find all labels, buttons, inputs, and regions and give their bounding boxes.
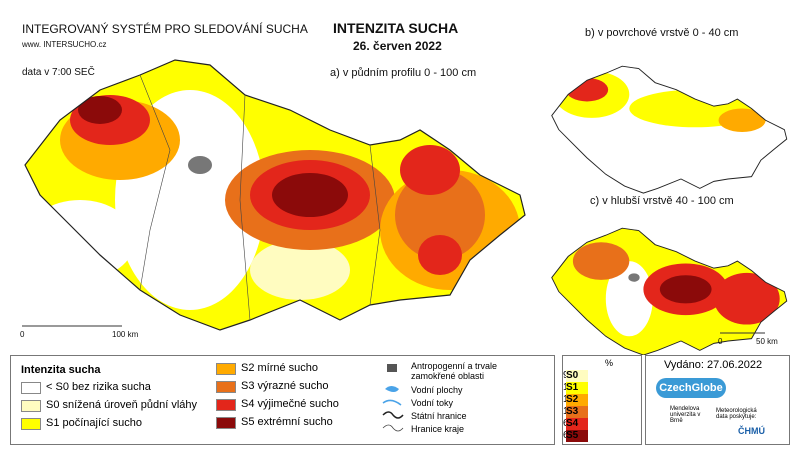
map-label: a) v půdním profilu 0 - 100 cm: [330, 67, 477, 79]
legend-swatch: [216, 399, 236, 411]
date: 26. červen 2022: [353, 39, 442, 53]
header-title: INTEGROVANÝ SYSTÉM PRO SLEDOVÁNÍ SUCHA: [22, 22, 308, 36]
legend-label: S4 výjimečné sucho: [241, 398, 339, 410]
map-b: [551, 65, 788, 194]
logo-chmu: ČHMÚ: [738, 426, 765, 436]
stats-class-label: S4: [566, 418, 579, 429]
legend-title: Intenzita sucha: [21, 364, 101, 376]
stats-box: % S09.0S116.1S217.6S317.5S46.9S56.9: [562, 355, 642, 445]
map-label: c) v hlubší vrstvě 40 - 100 cm: [590, 195, 734, 207]
stats-header: %: [605, 358, 614, 368]
main-title: INTENZITA SUCHA: [333, 20, 459, 36]
map-a: [22, 59, 526, 331]
stats-class: S4: [566, 418, 588, 430]
info-box: Vydáno: 27.06.2022 CzechGlobe Mendelova …: [645, 355, 790, 445]
map-c: [551, 227, 788, 355]
stats-row: S46.9: [563, 418, 638, 430]
legend-swatch: [216, 417, 236, 429]
stats-class-label: S5: [566, 430, 579, 441]
legend-swatch: [21, 418, 41, 430]
legend-label: S1 počínající sucho: [46, 417, 143, 429]
legend-label: < S0 bez rizika sucha: [46, 381, 151, 393]
legend-swatch: [216, 381, 236, 393]
legend-label: S3 výrazné sucho: [241, 380, 329, 392]
logo-czechglobe: CzechGlobe: [656, 378, 726, 398]
symbol-icons: [382, 364, 404, 432]
stats-row: S116.1: [563, 382, 638, 394]
stats-class-label: S3: [566, 406, 579, 417]
stats-row: S09.0: [563, 370, 638, 382]
symbol-label: Vodní toky: [411, 398, 454, 408]
website: www. INTERSUCHO.cz: [22, 40, 107, 49]
stats-class: S1: [566, 382, 588, 394]
symbol-label: Vodní plochy: [411, 385, 463, 395]
stats-row: S217.6: [563, 394, 638, 406]
scale-label: 50 km: [756, 337, 778, 346]
stats-class: S2: [566, 394, 588, 406]
stats-class: S5: [566, 430, 588, 442]
scale-label: 100 km: [112, 330, 139, 339]
logo-meteo: Meteorologická data poskytuje:: [716, 408, 757, 420]
data-time: data v 7:00 SEČ: [22, 67, 95, 78]
legend-swatch: [21, 400, 41, 412]
legend-box: Intenzita sucha < S0 bez rizika sucha S0 …: [10, 355, 555, 445]
scale-label: 0: [718, 337, 723, 346]
legend-label: S5 extrémní sucho: [241, 416, 333, 428]
symbol-label: Státní hranice: [411, 411, 467, 421]
legend-swatch: [216, 363, 236, 375]
map-label: b) v povrchové vrstvě 0 - 40 cm: [585, 27, 739, 39]
scale-label: 0: [20, 330, 25, 339]
logo-mendelu: Mendelova univerzita v Brně: [670, 406, 701, 424]
stats-row: S56.9: [563, 430, 638, 442]
stats-class: S0: [566, 370, 588, 382]
stats-class: S3: [566, 406, 588, 418]
issued: Vydáno: 27.06.2022: [664, 359, 763, 371]
legend-label: S0 snížená úroveň půdní vláhy: [46, 399, 198, 411]
stats-class-label: S2: [566, 394, 579, 405]
symbol-label: Hranice kraje: [411, 424, 465, 434]
maps: [22, 59, 788, 355]
symbol-label: Antropogenní a trvale zamokřené oblasti: [411, 361, 498, 381]
legend-label: S2 mírné sucho: [241, 362, 319, 374]
stats-row: S317.5: [563, 406, 638, 418]
stats-class-label: S1: [566, 382, 579, 393]
legend-swatch: [21, 382, 41, 394]
stats-class-label: S0: [566, 370, 579, 381]
